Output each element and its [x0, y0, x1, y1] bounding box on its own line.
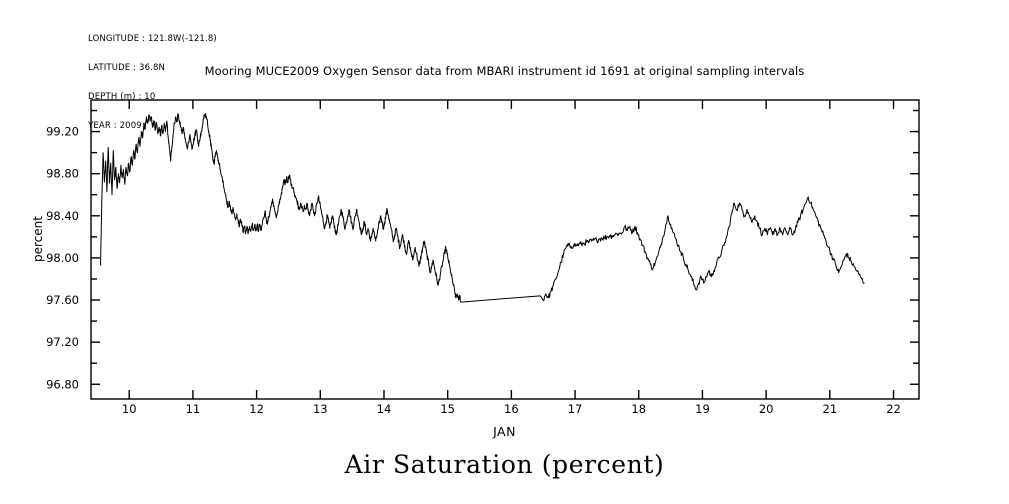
x-tick-label: 15: [440, 402, 455, 416]
x-tick-label: 21: [823, 402, 838, 416]
metadata-latitude: LATITUDE : 36.8N: [88, 62, 166, 73]
x-tick-label: 12: [249, 402, 264, 416]
x-tick-label: 18: [631, 402, 646, 416]
metadata-longitude: LONGITUDE : 121.8W(-121.8): [88, 34, 217, 45]
x-tick-label: 13: [313, 402, 328, 416]
y-tick-label: 97.20: [46, 335, 79, 349]
y-tick-label: 98.80: [46, 167, 79, 181]
y-tick-label: 97.60: [46, 293, 79, 307]
y-tick-label: 96.80: [46, 377, 79, 391]
metadata-depth: DEPTH (m) : 10: [88, 91, 156, 102]
data-series-line: [100, 113, 865, 303]
metadata-year: YEAR : 2009: [88, 120, 142, 131]
y-tick-label: 98.40: [46, 209, 79, 223]
plot-title: Mooring MUCE2009 Oxygen Sensor data from…: [204, 64, 805, 78]
x-axis-label: JAN: [493, 424, 516, 439]
y-tick-label: 99.20: [46, 125, 79, 139]
figure-caption: Air Saturation (percent): [344, 450, 665, 479]
x-tick-label: 19: [695, 402, 710, 416]
metadata-block: LONGITUDE : 121.8W(-121.8) LATITUDE : 36…: [88, 16, 217, 150]
x-tick-label: 14: [377, 402, 392, 416]
y-tick-label: 98.00: [46, 251, 79, 265]
x-tick-label: 17: [568, 402, 583, 416]
x-tick-label: 10: [122, 402, 137, 416]
x-tick-label: 20: [759, 402, 774, 416]
plot-frame: [90, 99, 920, 400]
x-tick-label: 11: [186, 402, 201, 416]
x-tick-label: 16: [504, 402, 519, 416]
x-tick-label: 22: [886, 402, 901, 416]
